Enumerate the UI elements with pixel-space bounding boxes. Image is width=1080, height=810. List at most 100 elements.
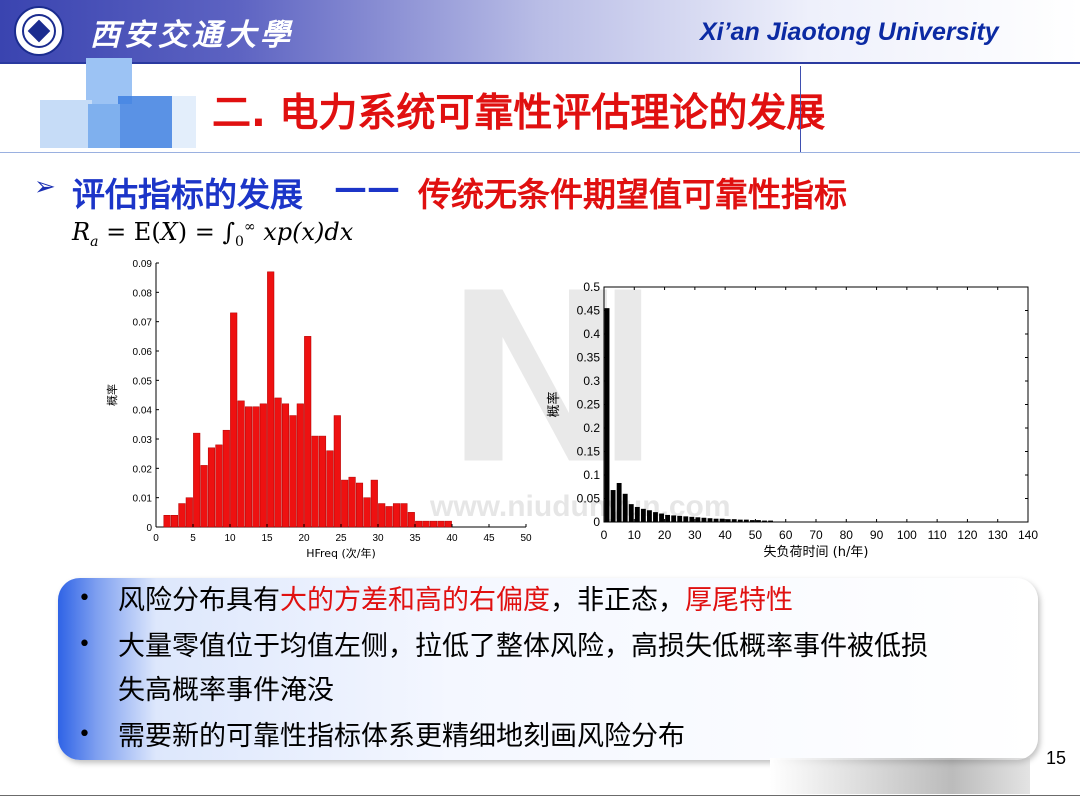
bar bbox=[341, 479, 349, 528]
y-tick-label: 0.4 bbox=[583, 327, 600, 341]
bar bbox=[695, 517, 701, 522]
header-divider bbox=[0, 62, 1080, 64]
bar bbox=[659, 513, 664, 522]
y-tick-label: 0.5 bbox=[583, 280, 600, 294]
y-tick-label: 0.05 bbox=[133, 376, 153, 387]
x-tick-label: 5 bbox=[190, 533, 196, 544]
slide-title: 二. 电力系统可靠性评估理论的发展 bbox=[212, 91, 826, 136]
bar bbox=[719, 518, 725, 522]
bar bbox=[333, 415, 341, 528]
university-name-en: Xi’an Jiaotong University bbox=[700, 18, 999, 46]
university-name-cn: 西安交通大學 bbox=[90, 18, 294, 53]
summary-box bbox=[58, 578, 1038, 760]
bar bbox=[422, 520, 430, 528]
y-axis-label: 概率 bbox=[105, 384, 119, 406]
bullet-dot: • bbox=[78, 632, 91, 657]
summary-highlight: 厚尾特性 bbox=[685, 585, 793, 616]
bar bbox=[743, 519, 749, 522]
x-axis-label: HFreq (次/年) bbox=[306, 546, 376, 560]
decor-square bbox=[40, 100, 92, 148]
bar bbox=[725, 519, 731, 522]
bar bbox=[731, 519, 737, 522]
bar bbox=[163, 515, 171, 528]
bar bbox=[252, 406, 260, 528]
y-tick-label: 0.03 bbox=[133, 435, 153, 446]
bar bbox=[185, 497, 193, 528]
bar bbox=[355, 482, 364, 528]
bar bbox=[178, 503, 186, 528]
x-tick-label: 20 bbox=[658, 528, 672, 542]
bar bbox=[392, 503, 401, 528]
bar bbox=[311, 435, 319, 528]
bar bbox=[385, 506, 393, 528]
y-tick-label: 0.3 bbox=[583, 374, 600, 388]
x-tick-label: 70 bbox=[809, 528, 823, 542]
bar bbox=[230, 312, 238, 528]
bar bbox=[170, 515, 179, 528]
y-tick-label: 0 bbox=[593, 515, 600, 529]
bar bbox=[689, 516, 695, 522]
y-tick-label: 0.2 bbox=[583, 421, 600, 435]
x-tick-label: 30 bbox=[688, 528, 702, 542]
y-tick-label: 0.07 bbox=[133, 318, 153, 329]
x-tick-label: 120 bbox=[957, 528, 977, 542]
bar bbox=[444, 520, 452, 528]
y-tick-label: 0.25 bbox=[577, 398, 601, 412]
x-tick-label: 0 bbox=[153, 533, 159, 544]
footer-line bbox=[0, 795, 1080, 796]
x-tick-label: 45 bbox=[483, 533, 495, 544]
y-tick-label: 0.04 bbox=[133, 406, 153, 417]
bar bbox=[749, 520, 755, 522]
formula-int-upper: ∞ bbox=[243, 219, 256, 235]
page-number: 15 bbox=[1046, 748, 1067, 768]
bar bbox=[363, 497, 371, 528]
x-tick-label: 100 bbox=[897, 528, 917, 542]
bar bbox=[437, 520, 445, 528]
bar bbox=[768, 520, 773, 522]
bar bbox=[304, 336, 312, 528]
x-axis-label: 失负荷时间 (h/年) bbox=[764, 545, 869, 560]
title-vertical-rule bbox=[800, 66, 801, 152]
y-tick-label: 0.15 bbox=[577, 445, 601, 459]
section-dash: —— bbox=[334, 168, 400, 207]
y-tick-label: 0.01 bbox=[133, 494, 153, 505]
bar bbox=[222, 429, 230, 528]
header-bar bbox=[0, 0, 1080, 64]
x-tick-label: 15 bbox=[261, 533, 273, 544]
formula-var: X bbox=[160, 218, 178, 246]
bar bbox=[237, 400, 245, 528]
summary-highlight: 大的方差和高的右偏度 bbox=[280, 585, 550, 616]
bar bbox=[604, 308, 610, 522]
histogram-hfreq: 0 5 10 15 20 25 30 35 40 45 50 0 0.01 0.02 0.03 0.04 0.0… bbox=[105, 259, 532, 560]
bar bbox=[259, 403, 267, 528]
summary-line-3: 失高概率事件淹没 bbox=[118, 675, 334, 706]
plot-frame bbox=[603, 286, 1029, 523]
summary-text: ，非正态， bbox=[550, 585, 685, 616]
y-tick-label: 0.02 bbox=[133, 464, 153, 475]
bar bbox=[610, 490, 616, 522]
bar bbox=[215, 444, 223, 528]
x-tick-label: 30 bbox=[372, 533, 384, 544]
y-tick-label: 0.05 bbox=[577, 492, 601, 506]
summary-line-2: 大量零值位于均值左侧，拉低了整体风险，高损失低概率事件被低损 bbox=[118, 631, 928, 662]
bar bbox=[326, 450, 334, 528]
bar bbox=[640, 508, 646, 522]
arrow-bullet-icon: ➢ bbox=[34, 172, 56, 202]
y-tick-label: 0.09 bbox=[133, 259, 153, 270]
bar bbox=[665, 514, 671, 522]
bar bbox=[713, 518, 719, 522]
formula-int-lower: 0 bbox=[235, 233, 244, 250]
bar bbox=[762, 520, 767, 522]
decor-square bbox=[88, 104, 120, 148]
summary-line-1: 风险分布具有大的方差和高的右偏度，非正态，厚尾特性 bbox=[118, 578, 793, 617]
y-tick-label: 0.1 bbox=[583, 468, 600, 482]
bar bbox=[207, 447, 216, 528]
title-underline bbox=[0, 152, 1080, 153]
bar bbox=[683, 516, 689, 522]
bar bbox=[707, 518, 713, 522]
bar bbox=[634, 506, 640, 522]
bar bbox=[737, 519, 743, 522]
bar bbox=[616, 482, 622, 522]
bar bbox=[289, 415, 297, 528]
formula: Ra = E(X) = ∫0∞ xp(x)dx bbox=[72, 218, 353, 250]
